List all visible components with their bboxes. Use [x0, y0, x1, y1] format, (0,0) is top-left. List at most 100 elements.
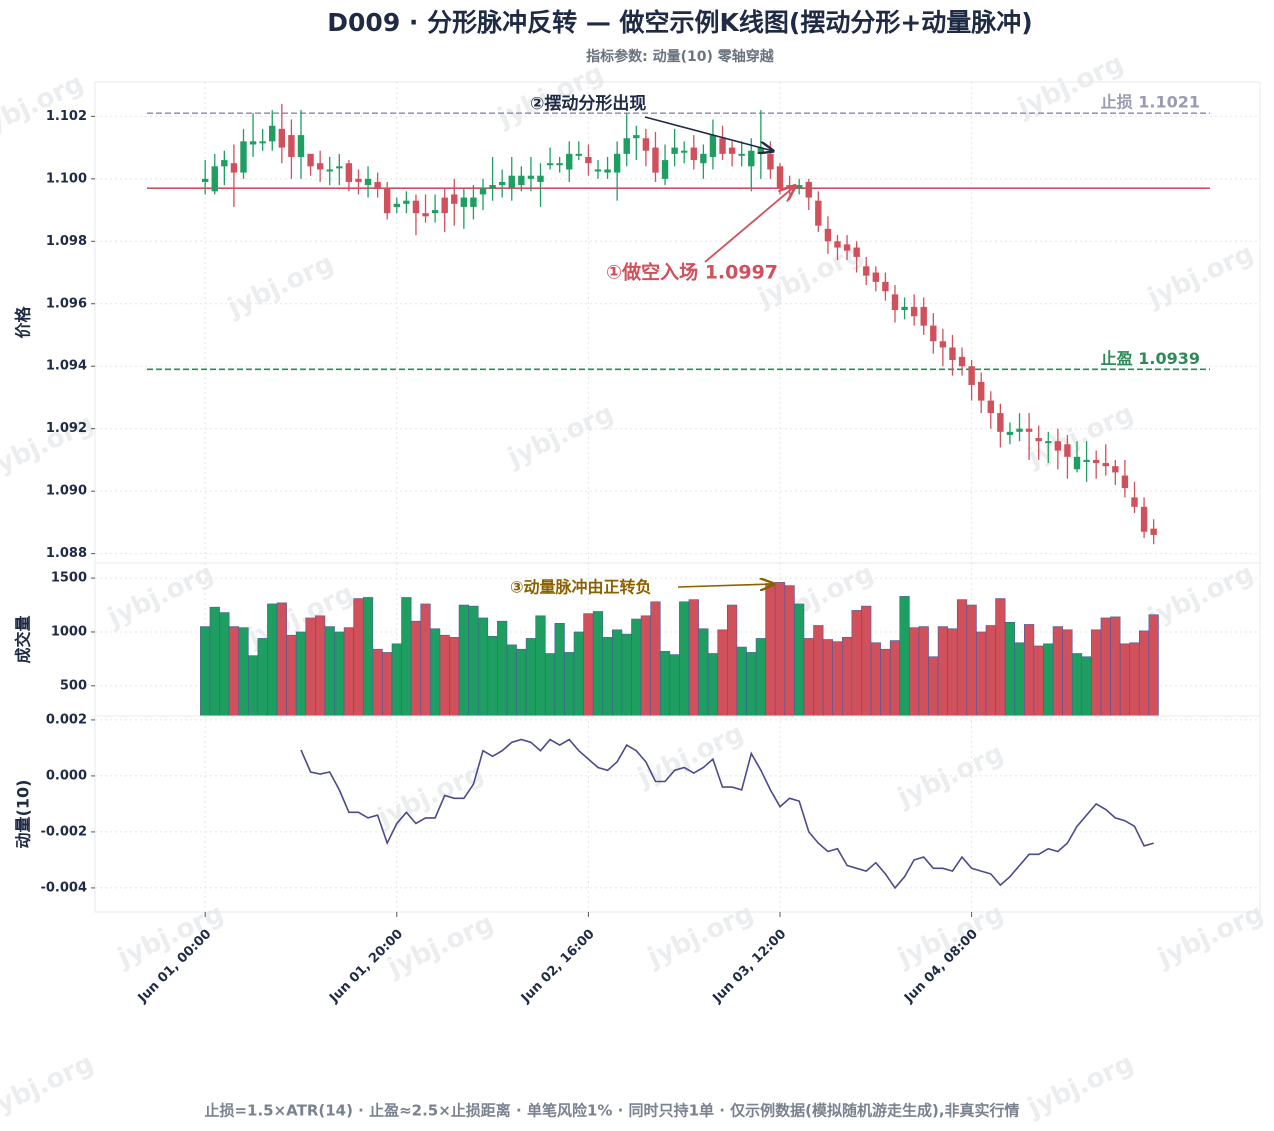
volume-bar: [315, 615, 326, 717]
volume-bar: [679, 601, 690, 717]
volume-bar: [535, 615, 546, 717]
volume-bar: [219, 612, 230, 717]
watermark: jybj.org: [1153, 898, 1269, 973]
chart-title: D009 · 分形脉冲反转 — 做空示例K线图(摆动分形+动量脉冲): [327, 8, 1032, 37]
volume-bar: [449, 637, 460, 717]
candle-body: [901, 306, 908, 311]
candle-body: [776, 166, 784, 189]
candle-body: [384, 188, 391, 214]
y-tick-label: 500: [60, 678, 87, 693]
volume-bar: [1043, 643, 1054, 717]
footer-note: 止损=1.5×ATR(14) · 止盈≈2.5×止损距离 · 单笔风险1% · …: [204, 1102, 1019, 1120]
candle-body: [1064, 444, 1071, 457]
volume-bar: [544, 653, 556, 717]
plot-area: 1.088 1.090 1.092 1.094 1.096 1.098 1.100 1.102…: [14, 81, 1261, 1007]
candle-body: [700, 153, 707, 164]
volume-bar: [698, 628, 709, 717]
volume-bar: [209, 606, 220, 717]
volume-bar: [477, 617, 489, 717]
candle-body: [403, 200, 410, 204]
volume-bar: [228, 626, 240, 717]
candle-body: [719, 138, 726, 154]
candle-body: [374, 181, 381, 189]
volume-bar: [1033, 645, 1044, 717]
candle-body: [230, 163, 238, 173]
candle-body: [518, 175, 525, 186]
candle-body: [412, 200, 420, 214]
watermark: jybj.org: [633, 718, 749, 793]
candle-body: [968, 366, 975, 385]
volume-bar: [880, 648, 891, 717]
watermark: jybj.org: [373, 758, 489, 833]
candle-body: [489, 185, 496, 189]
y-tick-label: 1.098: [46, 234, 87, 249]
candle-body: [930, 325, 937, 342]
candle-body: [939, 341, 947, 348]
volume-bar: [1110, 616, 1121, 717]
candle-body: [623, 138, 630, 154]
candle-body: [316, 163, 324, 170]
volume-bar: [564, 652, 575, 717]
watermark: jybj.org: [0, 1048, 98, 1123]
candle-body: [1045, 441, 1052, 444]
candle-body: [891, 294, 899, 311]
volume-bar: [774, 582, 786, 717]
annotation: ③动量脉冲由正转负: [510, 578, 652, 597]
candle-body: [585, 156, 592, 164]
candle-body: [479, 188, 487, 195]
volume-bar: [909, 627, 920, 717]
candle-body: [920, 306, 927, 326]
volume-bar: [870, 642, 881, 717]
y-axis-label: 价格: [14, 306, 33, 339]
volume-bar: [430, 628, 441, 717]
candle-body: [1140, 506, 1148, 532]
candle-body: [575, 153, 583, 156]
watermark: jybj.org: [1023, 398, 1139, 473]
candle-body: [566, 153, 573, 170]
volume-bar: [200, 626, 211, 717]
volume-bar: [257, 638, 268, 717]
volume-bar: [956, 599, 968, 717]
volume-bar: [295, 631, 307, 717]
candle-body: [355, 178, 362, 182]
volume-bar: [458, 604, 469, 717]
candle-body: [1102, 463, 1109, 467]
candle-body: [738, 153, 745, 156]
annotation: ①做空入场 1.0997: [606, 261, 778, 284]
volume-bar: [525, 638, 537, 717]
candle-body: [537, 175, 544, 182]
watermark: jybj.org: [1143, 558, 1259, 633]
volume-bar: [1129, 642, 1140, 717]
candle-body: [1035, 438, 1042, 442]
volume-bar: [305, 617, 316, 717]
watermark: jybj.org: [0, 68, 88, 143]
reference-label: 止损 1.1021: [1101, 93, 1200, 112]
watermark: jybj.org: [103, 558, 219, 633]
candle-body: [211, 166, 218, 192]
candle-body: [288, 135, 295, 157]
volume-bar: [602, 637, 613, 717]
y-tick-label: 1.100: [46, 171, 87, 186]
volume-bar: [439, 634, 450, 717]
candle-body: [336, 166, 343, 169]
candle-body: [364, 178, 372, 186]
y-axis-label: 动量(10): [14, 780, 33, 849]
volume-bar: [640, 615, 651, 717]
y-tick-label: 0.000: [46, 768, 87, 783]
y-tick-label: 1.088: [46, 546, 87, 561]
candle-body: [546, 163, 554, 166]
volume-bar: [966, 604, 977, 717]
volume-bar: [803, 638, 814, 717]
x-tick-label: Jun 02, 16:00: [518, 927, 598, 1007]
candle-body: [613, 153, 621, 173]
volume-bar: [286, 634, 297, 717]
candle-body: [249, 141, 257, 145]
candle-body: [728, 147, 736, 154]
candle-body: [767, 153, 774, 170]
candle-body: [805, 181, 812, 198]
candle-body: [1150, 528, 1157, 535]
volume-bar: [851, 610, 862, 717]
candle-body: [1112, 466, 1119, 473]
candle-body: [661, 160, 669, 179]
